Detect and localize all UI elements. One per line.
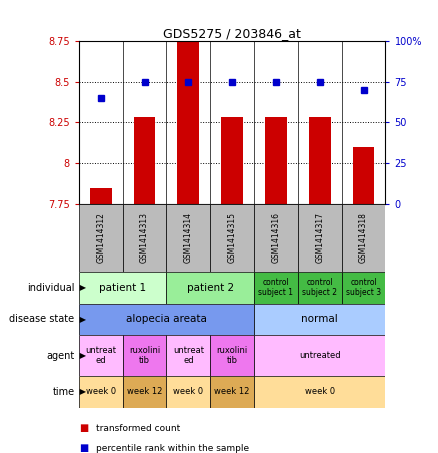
Text: untreat
ed: untreat ed [173,346,204,365]
Text: ▶: ▶ [77,351,86,360]
Text: GSM1414313: GSM1414313 [140,212,149,263]
Text: individual: individual [27,283,74,293]
Text: alopecia areata: alopecia areata [126,314,207,324]
Bar [123,335,166,376]
Text: patient 2: patient 2 [187,283,234,293]
Bar [123,204,166,272]
Bar [342,272,385,304]
Text: week 0: week 0 [305,387,335,396]
Bar [166,272,254,304]
Bar [210,376,254,408]
Bar [134,117,155,204]
Bar [254,304,385,335]
Bar [353,147,374,204]
Bar [79,376,123,408]
Text: untreated: untreated [299,351,341,360]
Text: GSM1414312: GSM1414312 [96,212,105,263]
Text: ▶: ▶ [77,387,86,396]
Bar [166,204,210,272]
Bar [166,335,210,376]
Bar [254,335,385,376]
Bar [123,376,166,408]
Text: patient 1: patient 1 [99,283,146,293]
Text: transformed count: transformed count [96,424,180,433]
Text: control
subject 1: control subject 1 [258,278,293,297]
Bar [342,204,385,272]
Bar [254,204,298,272]
Bar [79,272,166,304]
Text: percentile rank within the sample: percentile rank within the sample [96,444,250,453]
Text: normal: normal [301,314,338,324]
Bar [298,272,342,304]
Bar [90,188,112,204]
Text: GSM1414317: GSM1414317 [315,212,324,263]
Bar [79,304,254,335]
Text: GSM1414315: GSM1414315 [228,212,237,263]
Text: control
subject 3: control subject 3 [346,278,381,297]
Text: disease state: disease state [9,314,74,324]
Text: GSM1414316: GSM1414316 [272,212,280,263]
Bar [265,117,287,204]
Text: ■: ■ [79,423,88,433]
Text: ruxolini
tib: ruxolini tib [129,346,160,365]
Text: GSM1414314: GSM1414314 [184,212,193,263]
Text: ■: ■ [79,443,88,453]
Bar [221,117,243,204]
Text: untreat
ed: untreat ed [85,346,116,365]
Bar [254,272,298,304]
Text: time: time [52,387,74,397]
Bar [254,376,385,408]
Bar [298,204,342,272]
Bar [166,376,210,408]
Text: GSM1414318: GSM1414318 [359,212,368,263]
Text: week 0: week 0 [173,387,203,396]
Bar [210,204,254,272]
Text: week 12: week 12 [127,387,162,396]
Text: control
subject 2: control subject 2 [302,278,337,297]
Bar [79,204,123,272]
Text: week 12: week 12 [215,387,250,396]
Text: week 0: week 0 [86,387,116,396]
Text: ▶: ▶ [77,315,86,324]
Bar [177,41,199,204]
Bar [210,335,254,376]
Title: GDS5275 / 203846_at: GDS5275 / 203846_at [163,27,301,39]
Text: ▶: ▶ [77,283,86,292]
Bar [309,117,331,204]
Text: ruxolini
tib: ruxolini tib [216,346,248,365]
Text: agent: agent [46,351,74,361]
Bar [79,335,123,376]
